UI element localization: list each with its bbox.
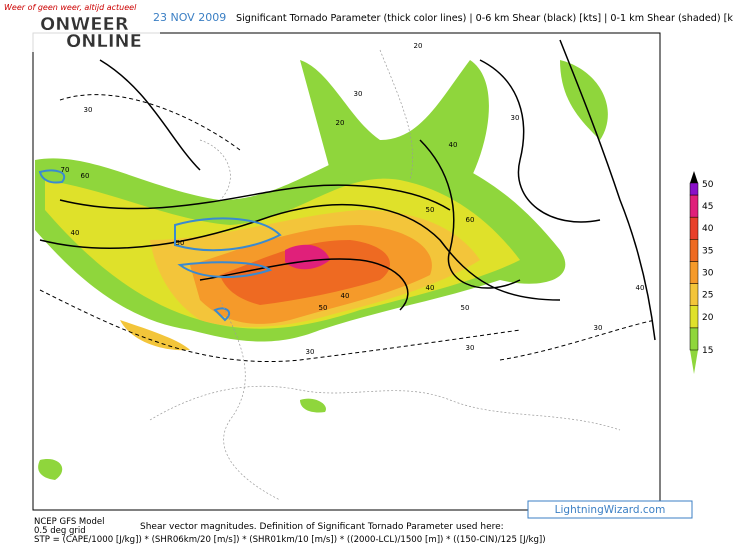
- logo-tagline: Weer of geen weer, altijd actueel: [4, 3, 137, 12]
- footer-formula: STP = (CAPE/1000 [J/kg]) * (SHR06km/20 […: [34, 535, 546, 544]
- contour-label: 30: [466, 344, 475, 352]
- contour-label: 20: [414, 42, 423, 50]
- shear-contours: [39, 39, 656, 341]
- weak-contours: [39, 94, 656, 363]
- logo-line2: ONLINE: [66, 31, 142, 52]
- colorbar: 15 20 25 30 35 40 45 50: [689, 171, 714, 374]
- colorbar-label: 35: [702, 246, 713, 256]
- colorbar-segment: [689, 216, 699, 240]
- footer-model: NCEP GFS Model: [34, 517, 104, 527]
- colorbar-segment: [689, 261, 699, 284]
- colorbar-cap: [690, 171, 698, 183]
- contour-label: 30: [84, 106, 93, 114]
- colorbar-label: 20: [702, 313, 714, 323]
- colorbar-segment: [689, 194, 699, 218]
- colorbar-label: 15: [702, 346, 713, 356]
- colorbar-tail: [690, 350, 698, 374]
- contour-label: 40: [636, 284, 645, 292]
- contour-label: 40: [71, 229, 80, 237]
- header-title: Significant Tornado Parameter (thick col…: [236, 13, 733, 24]
- contour-label: 40: [341, 292, 350, 300]
- contour-label: 40: [426, 284, 435, 292]
- colorbar-label: 45: [702, 202, 713, 212]
- site-box: [527, 500, 693, 519]
- coastlines: [149, 49, 621, 501]
- colorbar-segment: [689, 305, 699, 329]
- contour-label: 50: [461, 304, 470, 312]
- colorbar-segment: [689, 239, 699, 262]
- contour-label: 30: [594, 324, 603, 332]
- colorbar-label: 40: [702, 224, 714, 234]
- colorbar-segment: [689, 283, 699, 306]
- colorbar-segment: [689, 182, 699, 196]
- contour-label: 60: [466, 216, 475, 224]
- header-date: 23 NOV 2009: [153, 11, 226, 24]
- contour-label: 50: [426, 206, 435, 214]
- contour-label: 40: [449, 141, 458, 149]
- footer-note: Shear vector magnitudes. Definition of S…: [140, 522, 504, 532]
- contour-label: 20: [336, 119, 345, 127]
- colorbar-segment: [689, 327, 699, 351]
- contour-label: 60: [81, 172, 90, 180]
- colorbar-label: 50: [702, 180, 714, 190]
- contour-label: 50: [319, 304, 328, 312]
- contour-label: 30: [306, 348, 315, 356]
- contour-label: 70: [61, 166, 70, 174]
- contour-label: 50: [176, 239, 185, 247]
- stp-contours: [38, 169, 282, 322]
- contour-label: 30: [511, 114, 520, 122]
- contour-labels: 30 40 50 60 70 20 30 40 50 30 40 60 50 40 30 20 30 40 50 30: [61, 42, 645, 356]
- footer-grid: 0.5 deg grid: [34, 526, 86, 536]
- logo-bg: [0, 0, 160, 52]
- logo-line1: ONWEER: [40, 14, 129, 35]
- contour-label: 30: [354, 90, 363, 98]
- site-link[interactable]: LightningWizard.com: [555, 504, 666, 516]
- shading: [35, 60, 608, 480]
- colorbar-label: 25: [702, 291, 713, 301]
- colorbar-label: 30: [702, 269, 714, 279]
